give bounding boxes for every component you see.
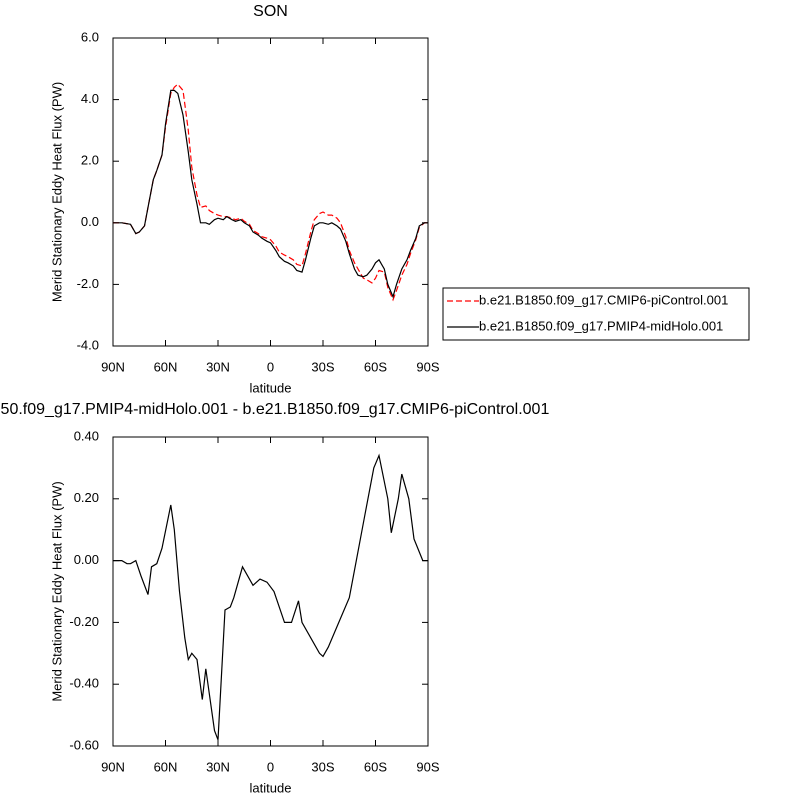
plot-frame bbox=[112, 436, 429, 747]
y-tick-label: -2.0 bbox=[77, 276, 99, 291]
x-tick-label: 30S bbox=[311, 359, 334, 374]
x-tick-label: 30N bbox=[206, 359, 230, 374]
x-tick-label: 60N bbox=[154, 759, 178, 774]
data-line bbox=[113, 83, 428, 302]
y-tick-label: 4.0 bbox=[81, 91, 99, 106]
x-tick-label: 90N bbox=[101, 759, 125, 774]
y-tick-label: -0.40 bbox=[69, 676, 99, 691]
x-tick-label: 30S bbox=[311, 759, 334, 774]
x-tick-label: 60S bbox=[364, 359, 387, 374]
data-line bbox=[113, 453, 428, 741]
y-tick-label: 0.0 bbox=[81, 214, 99, 229]
x-axis-label: latitude bbox=[250, 380, 292, 395]
y-tick-label: -4.0 bbox=[77, 337, 99, 352]
y-axis-label: Merid Stationary Eddy Heat Flux (PW) bbox=[49, 82, 64, 302]
plot-frame bbox=[112, 37, 429, 347]
y-tick-label: 0.40 bbox=[74, 428, 99, 443]
y-tick-label: 2.0 bbox=[81, 153, 99, 168]
x-tick-label: 90S bbox=[416, 359, 439, 374]
x-tick-label: 60S bbox=[364, 759, 387, 774]
x-tick-label: 90N bbox=[101, 359, 125, 374]
legend-label: b.e21.B1850.f09_g17.PMIP4-midHolo.001 bbox=[479, 318, 723, 333]
y-tick-label: 0.00 bbox=[74, 552, 99, 567]
x-tick-label: 0 bbox=[267, 359, 274, 374]
chart-title: SON bbox=[253, 3, 288, 20]
x-tick-label: 60N bbox=[154, 359, 178, 374]
x-tick-label: 90S bbox=[416, 759, 439, 774]
chart-title: 850.f09_g17.PMIP4-midHolo.001 - b.e21.B1… bbox=[0, 401, 549, 418]
x-tick-label: 0 bbox=[267, 759, 274, 774]
x-tick-label: 30N bbox=[206, 759, 230, 774]
legend-label: b.e21.B1850.f09_g17.CMIP6-piControl.001 bbox=[479, 292, 728, 307]
y-tick-label: 0.20 bbox=[74, 490, 99, 505]
y-tick-label: -0.20 bbox=[69, 614, 99, 629]
data-line bbox=[113, 89, 428, 299]
y-tick-label: 6.0 bbox=[81, 29, 99, 44]
legend-box bbox=[442, 287, 750, 341]
x-axis-label: latitude bbox=[250, 780, 292, 795]
y-axis-label: Merid Stationary Eddy Heat Flux (PW) bbox=[49, 481, 64, 701]
y-tick-label: -0.60 bbox=[69, 737, 99, 752]
